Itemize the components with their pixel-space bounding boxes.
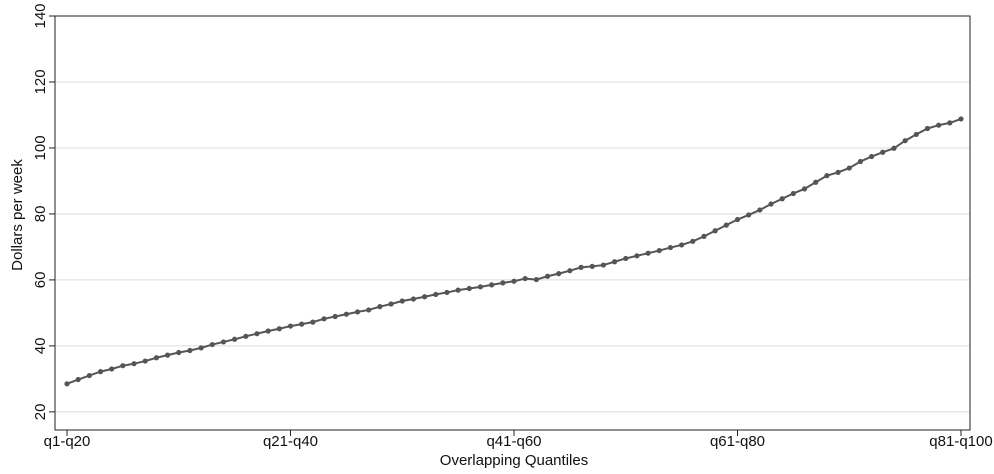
data-point: [556, 271, 562, 277]
data-point: [220, 339, 227, 345]
data-point: [209, 341, 215, 348]
data-point: [153, 355, 159, 361]
data-point: [924, 125, 931, 132]
data-point: [377, 304, 383, 310]
data-point: [299, 321, 305, 327]
data-point: [388, 301, 394, 307]
data-point: [656, 247, 662, 254]
data-point: [690, 238, 696, 244]
data-point: [97, 369, 104, 375]
x-tick-label: q21-q40: [263, 433, 318, 450]
data-point: [422, 294, 428, 300]
data-point: [667, 244, 674, 251]
x-tick-label: q41-q60: [486, 433, 541, 450]
data-point: [857, 158, 864, 165]
data-point: [343, 311, 349, 317]
x-tick-label: q1-q20: [44, 433, 91, 450]
data-point: [310, 319, 316, 325]
data-point: [746, 212, 752, 218]
data-point: [533, 276, 539, 283]
data-point: [679, 242, 685, 248]
data-point: [243, 333, 249, 339]
data-point: [611, 259, 618, 265]
data-point: [645, 250, 651, 256]
data-point: [869, 153, 875, 160]
x-tick-label: q61-q80: [710, 433, 765, 450]
data-point: [321, 316, 327, 322]
data-line: [66, 117, 962, 385]
data-point: [723, 222, 729, 228]
data-point: [600, 262, 607, 268]
y-tick-label: 120: [32, 69, 49, 94]
data-point: [198, 345, 204, 351]
data-point: [276, 326, 282, 332]
data-point: [712, 228, 718, 234]
data-point: [176, 349, 182, 356]
data-point: [891, 145, 897, 151]
data-point: [455, 287, 461, 293]
data-point: [634, 253, 640, 259]
y-tick-label: 140: [32, 3, 49, 28]
data-point: [522, 275, 528, 282]
plot-frame: [54, 15, 971, 431]
data-point: [701, 233, 707, 239]
data-point: [254, 331, 260, 337]
data-point: [790, 190, 796, 197]
data-point: [801, 186, 808, 192]
data-point: [958, 116, 964, 122]
data-point: [489, 282, 495, 288]
data-point: [757, 207, 763, 213]
y-tick-label: 40: [32, 338, 49, 355]
data-point: [824, 173, 830, 179]
y-tick-label: 60: [32, 272, 49, 289]
data-point: [779, 196, 785, 202]
data-point: [75, 376, 81, 383]
data-point: [511, 278, 517, 284]
x-tick-label: q81-q100: [929, 433, 992, 450]
y-tick-label: 80: [32, 206, 49, 223]
data-point: [287, 323, 294, 329]
data-point: [880, 149, 886, 155]
data-point: [366, 307, 372, 313]
data-point: [131, 361, 137, 367]
data-point: [589, 263, 595, 269]
data-point: [936, 122, 942, 128]
data-point: [578, 264, 584, 270]
data-point: [187, 347, 193, 354]
data-point: [768, 201, 774, 207]
x-axis-title: Overlapping Quantiles: [440, 452, 588, 469]
data-point: [354, 309, 361, 315]
data-point: [86, 372, 92, 379]
y-tick-label: 20: [32, 404, 49, 421]
data-point: [835, 169, 841, 175]
data-point: [567, 268, 573, 274]
data-point: [813, 179, 819, 185]
data-point: [142, 358, 148, 364]
data-point: [332, 313, 338, 320]
data-point: [947, 120, 953, 126]
data-point: [164, 352, 171, 358]
data-point: [477, 284, 484, 290]
data-point: [232, 336, 238, 342]
data-point: [544, 273, 551, 279]
data-point: [64, 381, 70, 387]
data-point: [265, 328, 271, 334]
data-point: [846, 165, 852, 171]
data-point: [444, 289, 450, 296]
data-point: [120, 363, 126, 369]
data-point: [433, 291, 439, 298]
data-point: [902, 138, 908, 144]
data-point: [410, 296, 417, 302]
y-tick-label: 100: [32, 135, 49, 160]
data-point: [399, 298, 405, 304]
data-point: [466, 285, 472, 292]
data-point: [913, 131, 919, 138]
data-point: [623, 255, 629, 262]
data-point: [734, 216, 741, 223]
data-point: [109, 366, 115, 372]
y-axis-title: Dollars per week: [9, 159, 26, 271]
data-point: [500, 280, 506, 286]
